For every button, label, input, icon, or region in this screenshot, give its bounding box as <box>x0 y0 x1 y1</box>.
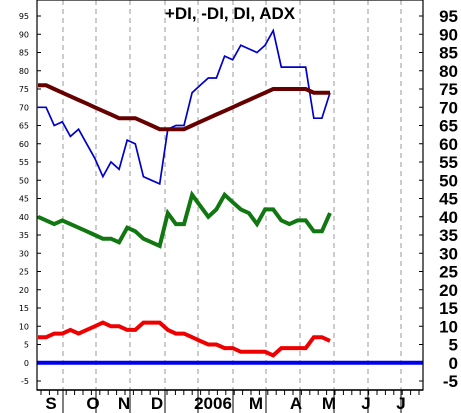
series-line-2 <box>37 190 332 249</box>
y-tick-label-right-2: 5 <box>449 336 458 355</box>
series-line-1 <box>38 83 330 132</box>
y-tick-label-right-17: 80 <box>439 62 458 81</box>
y-tick-label-right-18: 85 <box>439 44 458 63</box>
y-tick-label-right-5: 20 <box>439 281 458 300</box>
y-tick-label-left-16: 75 <box>19 85 29 94</box>
y-tick-label-left-6: 25 <box>19 268 29 277</box>
x-tick-label-4: 2006 <box>194 394 232 413</box>
y-tick-label-right-6: 25 <box>439 263 458 282</box>
y-tick-label-left-13: 60 <box>19 140 29 149</box>
y-tick-label-left-7: 30 <box>19 249 29 258</box>
y-tick-label-right-14: 65 <box>439 117 458 136</box>
y-tick-label-right-9: 40 <box>439 208 458 227</box>
chart-title: +DI, -DI, DI, ADX <box>165 4 296 23</box>
x-tick-label-2: N <box>118 394 130 413</box>
y-tick-label-left-3: 10 <box>19 322 29 331</box>
x-tick-label-3: D <box>151 394 163 413</box>
y-tick-label-right-3: 10 <box>439 317 458 336</box>
y-tick-label-left-4: 15 <box>19 304 29 313</box>
x-axis-layer: S O N D 2006 M A M J J <box>37 389 423 413</box>
x-tick-label-0: S <box>45 394 56 413</box>
series-layer <box>37 28 423 365</box>
y-tick-label-left-2: 5 <box>24 341 29 350</box>
y-tick-label-right-4: 15 <box>439 299 458 318</box>
y-tick-label-right-11: 50 <box>439 171 458 190</box>
y-tick-label-right-12: 55 <box>439 153 458 172</box>
y-tick-label-right-15: 70 <box>439 98 458 117</box>
x-tick-label-7: M <box>322 394 336 413</box>
y-tick-label-right-7: 30 <box>439 244 458 263</box>
y-tick-label-left-5: 20 <box>19 286 29 295</box>
y-tick-label-left-15: 70 <box>19 103 29 112</box>
y-tick-label-left-0: -5 <box>21 377 29 386</box>
y-tick-label-right-19: 90 <box>439 25 458 44</box>
y-tick-label-left-9: 40 <box>19 213 29 222</box>
y-tick-label-right-10: 45 <box>439 190 458 209</box>
y-tick-label-right-20: 95 <box>439 7 458 26</box>
y-tick-label-right-0: -5 <box>443 372 458 391</box>
x-tick-label-8: J <box>361 394 370 413</box>
y-tick-label-left-14: 65 <box>19 122 29 131</box>
x-tick-label-5: M <box>249 394 263 413</box>
y-tick-label-right-16: 75 <box>439 80 458 99</box>
y-tick-label-left-19: 90 <box>19 30 29 39</box>
y-tick-label-left-8: 35 <box>19 231 29 240</box>
x-tick-label-6: A <box>290 394 302 413</box>
y-tick-label-left-11: 50 <box>19 176 29 185</box>
y-tick-label-left-1: 0 <box>24 359 29 368</box>
y-tick-label-left-10: 45 <box>19 195 29 204</box>
x-tick-label-1: O <box>86 394 99 413</box>
y-tick-label-left-17: 80 <box>19 67 29 76</box>
x-tick-label-9: J <box>396 394 405 413</box>
series-line-3 <box>38 320 331 358</box>
y-tick-label-right-1: 0 <box>449 354 458 373</box>
y-tick-label-left-18: 85 <box>19 49 29 58</box>
y-tick-label-left-20: 95 <box>19 12 29 21</box>
y-tick-label-right-13: 60 <box>439 135 458 154</box>
y-tick-label-right-8: 35 <box>439 226 458 245</box>
series-line-0 <box>38 28 331 186</box>
y-tick-label-left-12: 55 <box>19 158 29 167</box>
